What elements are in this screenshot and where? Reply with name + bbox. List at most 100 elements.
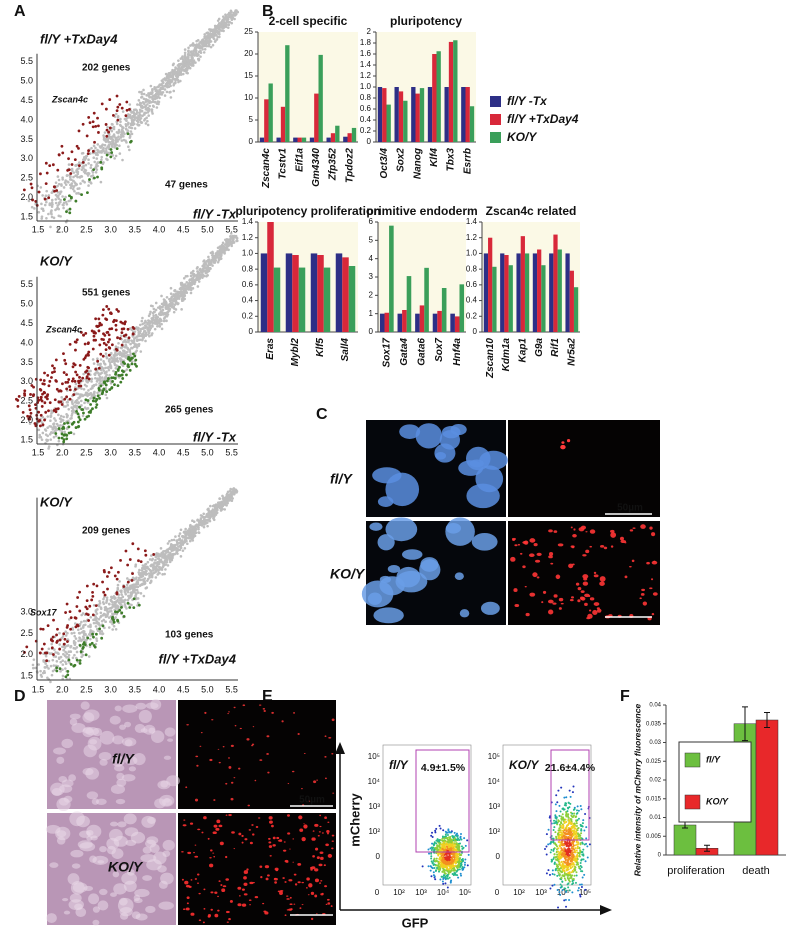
scatter-dot (149, 84, 153, 88)
scatter-dot (235, 239, 238, 243)
scatter-dot (171, 556, 174, 559)
scatter-dot (96, 391, 99, 395)
scatter-dot-up (77, 379, 80, 383)
scatter-dot-down (126, 363, 130, 367)
scatter-dot (155, 95, 158, 99)
cell (196, 764, 199, 767)
scatter-dot (108, 136, 112, 139)
x-tick-label: proliferation (667, 865, 724, 877)
scatter-dot (206, 273, 209, 277)
scatter-dot (101, 149, 104, 152)
scatter-dot (158, 323, 161, 327)
scatter-dot (187, 531, 190, 534)
scatter-dot (226, 26, 230, 29)
scatter-dot (32, 658, 36, 661)
scatter-dot (92, 621, 96, 625)
scatter-dot (123, 598, 127, 602)
scatter-dot-up (97, 131, 100, 134)
scatter-dot (216, 260, 220, 264)
scatter-dot-up (132, 327, 136, 330)
scatter-dot (114, 616, 117, 619)
scatter-dot-down (57, 427, 61, 430)
down-count: 103 genes (165, 630, 214, 641)
scatter-dot-up (92, 334, 96, 338)
scatter-dot (216, 508, 219, 512)
scatter-dot-up (43, 651, 47, 655)
scatter-dot (183, 547, 187, 550)
cell (203, 816, 207, 820)
plot-label: fl/Y +TxDay4 (40, 31, 118, 46)
cell (640, 592, 645, 596)
y-tick-label: 10⁵ (368, 752, 380, 761)
scatter-dot (135, 119, 139, 123)
cell (246, 868, 249, 871)
scatter-dot-up (94, 338, 98, 342)
scatter-dot (225, 19, 229, 22)
scatter-dot (161, 573, 164, 576)
cell (308, 883, 313, 888)
scatter-dot (161, 87, 165, 91)
cell (570, 545, 575, 548)
cell (271, 711, 274, 714)
scatter-dot (111, 603, 114, 606)
cell (596, 608, 602, 613)
separator (366, 517, 660, 521)
cell (92, 919, 100, 926)
bar (541, 265, 546, 332)
cell (292, 861, 295, 863)
cell (244, 838, 248, 841)
scatter-dot (100, 365, 104, 369)
scatter-dot (89, 623, 92, 627)
scatter-dot (93, 390, 96, 394)
scatter-dot (179, 528, 183, 532)
scatter-dot (121, 349, 125, 352)
cell (298, 815, 303, 820)
scatter-dot (136, 116, 140, 119)
y-tick-label: 3.5 (20, 134, 33, 144)
cell (193, 851, 195, 854)
scatter-dot (97, 617, 101, 621)
scatter-dot (77, 639, 80, 643)
scatter-dot (128, 126, 131, 129)
scatter-dot-up (116, 118, 120, 122)
cell (284, 914, 287, 917)
scatter-dot (27, 199, 31, 203)
scatter-dot (38, 433, 41, 437)
scatter-dot (152, 571, 156, 575)
scatter-dot (69, 186, 73, 190)
cell (128, 766, 136, 772)
cell (63, 910, 71, 915)
y-tick-label: 1.0 (466, 249, 478, 258)
scatter-dot (98, 375, 102, 379)
scatter-dot-down (92, 396, 96, 400)
scatter-dot (78, 176, 82, 179)
cell (286, 909, 290, 911)
scatter-dot (91, 384, 94, 388)
bar (441, 288, 447, 332)
scatter-dot-up (60, 144, 64, 148)
scatter-dot (63, 181, 67, 184)
cell (92, 906, 100, 913)
cell (548, 555, 553, 559)
cell (217, 748, 220, 750)
cell (268, 845, 273, 848)
scatter-dot (85, 154, 89, 158)
scatter-dot (226, 13, 230, 16)
cell (320, 880, 323, 882)
scatter-dot-up (100, 102, 104, 106)
scatter-dot-up (100, 337, 104, 341)
bar (500, 253, 505, 332)
scatter-dot (195, 52, 198, 56)
cell (319, 814, 322, 817)
cell (209, 758, 213, 762)
scatter-dot (137, 334, 141, 338)
cell (252, 881, 255, 884)
scatter-dot (50, 203, 54, 206)
scatter-dot (181, 286, 185, 290)
cell (385, 517, 418, 542)
scatter-dot (200, 42, 204, 45)
scatter-dot (188, 539, 192, 543)
scatter-dot (144, 570, 148, 574)
scatter-dot-up (112, 318, 116, 322)
scatter-dot (74, 164, 77, 167)
